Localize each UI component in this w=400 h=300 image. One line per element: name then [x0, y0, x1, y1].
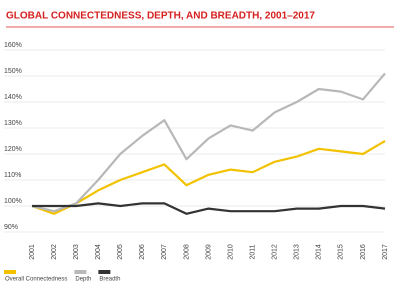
x-tick-label: 2002 [51, 244, 58, 260]
x-tick-label: 2017 [382, 244, 389, 260]
x-tick-label: 2008 [183, 244, 190, 260]
x-tick-label: 2010 [227, 244, 234, 260]
legend-label: Breadth [99, 277, 120, 283]
legend-swatch [98, 270, 111, 274]
x-tick-label: 2001 [29, 244, 36, 260]
x-tick-label: 2004 [95, 244, 102, 260]
x-tick-label: 2013 [294, 244, 301, 260]
y-tick-label: 100% [4, 198, 22, 205]
series-line [31, 140, 386, 215]
y-tick-label: 110% [4, 172, 21, 179]
legend-swatch [74, 270, 87, 274]
y-tick-label: 120% [4, 146, 22, 153]
legend-label: Depth [75, 277, 91, 283]
x-tick-label: 2003 [73, 244, 80, 260]
y-tick-label: 150% [4, 68, 22, 75]
x-tick-label: 2016 [360, 244, 367, 260]
x-tick-label: 2006 [139, 244, 146, 260]
series-line [31, 72, 386, 213]
y-tick-label: 160% [4, 42, 22, 49]
x-tick-label: 2015 [338, 244, 345, 260]
y-tick-label: 130% [4, 120, 22, 127]
x-tick-label: 2014 [316, 244, 323, 260]
chart-title: GLOBAL CONNECTEDNESS, DEPTH, AND BREADTH… [6, 11, 315, 22]
x-tick-label: 2005 [117, 244, 124, 260]
y-tick-label: 140% [4, 94, 22, 101]
legend-label: Overall Connectedness [5, 277, 67, 283]
x-tick-label: 2011 [249, 244, 256, 259]
x-tick-label: 2009 [205, 244, 212, 260]
x-tick-label: 2012 [272, 244, 279, 260]
x-tick-label: 2007 [161, 244, 168, 260]
legend-swatch [4, 270, 16, 274]
series-line [32, 202, 386, 215]
y-tick-label: 90% [4, 224, 18, 231]
